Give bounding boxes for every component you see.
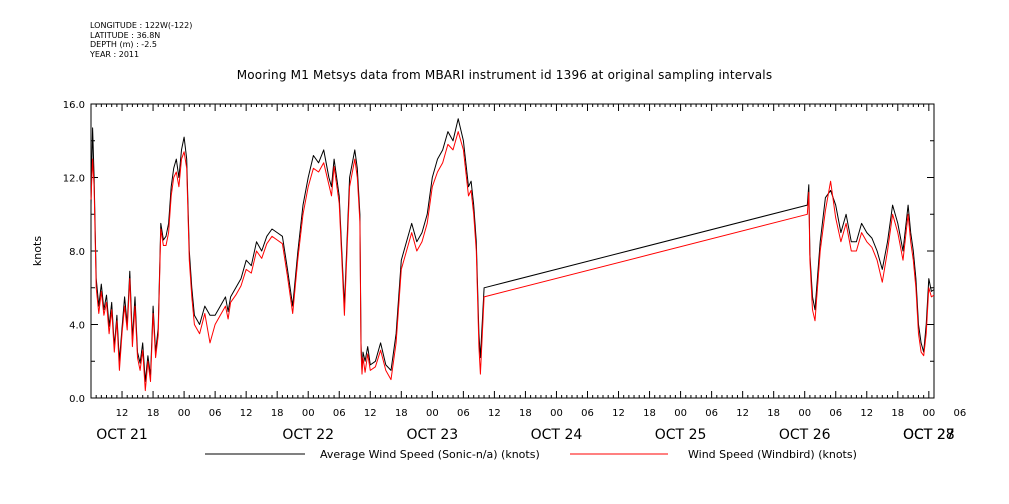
x-tick-label: 06 xyxy=(457,408,470,419)
metadata-block: LONGITUDE : 122W(-122) LATITUDE : 36.8N … xyxy=(90,21,192,59)
x-tick-label: 00 xyxy=(550,408,563,419)
day-label: OCT 21 xyxy=(96,427,148,443)
series-line-windbird xyxy=(90,131,935,392)
x-tick-label: 06 xyxy=(581,408,594,419)
x-tick-label: 06 xyxy=(333,408,346,419)
x-tick-label: 12 xyxy=(860,408,873,419)
x-tick-label: 18 xyxy=(767,408,780,419)
x-tick-label: 12 xyxy=(116,408,129,419)
x-tick-label: 06 xyxy=(829,408,842,419)
longitude-text: LONGITUDE : 122W(-122) xyxy=(90,21,193,30)
x-tick-label: 06 xyxy=(953,408,966,419)
x-tick-label: 18 xyxy=(891,408,904,419)
day-label: OCT 26 xyxy=(779,427,831,443)
x-tick-label: 12 xyxy=(736,408,749,419)
year-text: YEAR : 2011 xyxy=(90,49,140,59)
series-line-sonic xyxy=(90,118,935,382)
x-tick-label: 00 xyxy=(426,408,439,419)
day-label: OCT 27 xyxy=(903,427,955,443)
x-tick-label: 00 xyxy=(674,408,687,419)
day-label: OCT 24 xyxy=(531,427,583,443)
day-label: OCT 23 xyxy=(407,427,459,443)
day-label: OCT 22 xyxy=(282,427,334,443)
x-tick-label: 00 xyxy=(798,408,811,419)
x-tick-label: 06 xyxy=(705,408,718,419)
day-label: OCT 25 xyxy=(655,427,707,443)
y-tick-label: 16.0 xyxy=(63,100,85,111)
day-label: OCT 28 xyxy=(903,427,955,443)
x-tick-label: 12 xyxy=(364,408,377,419)
x-tick-label: 12 xyxy=(240,408,253,419)
latitude-text: LATITUDE : 36.8N xyxy=(90,30,161,40)
y-tick-label: 0.0 xyxy=(69,394,85,405)
x-tick-label: 18 xyxy=(643,408,656,419)
x-tick-label: 18 xyxy=(395,408,408,419)
y-tick-label: 4.0 xyxy=(69,321,85,332)
x-tick-label: 00 xyxy=(178,408,191,419)
plot-frame xyxy=(90,103,935,399)
x-tick-label: 00 xyxy=(922,408,935,419)
x-tick-label: 00 xyxy=(302,408,315,419)
legend-label-windbird: Wind Speed (Windbird) (knots) xyxy=(688,448,857,461)
x-tick-label: 18 xyxy=(271,408,284,419)
depth-text: DEPTH (m) : -2.5 xyxy=(90,40,157,49)
x-tick-label: 06 xyxy=(209,408,222,419)
x-tick-label: 18 xyxy=(519,408,532,419)
x-tick-label: 18 xyxy=(147,408,160,419)
y-tick-label: 12.0 xyxy=(63,174,85,185)
legend-label-sonic: Average Wind Speed (Sonic-n/a) (knots) xyxy=(320,448,540,461)
x-tick-label: 12 xyxy=(488,408,501,419)
y-axis-label: knots xyxy=(31,236,44,266)
chart-title: Mooring M1 Metsys data from MBARI instru… xyxy=(236,68,773,82)
x-tick-label: 12 xyxy=(612,408,625,419)
y-tick-label: 8.0 xyxy=(69,247,85,258)
